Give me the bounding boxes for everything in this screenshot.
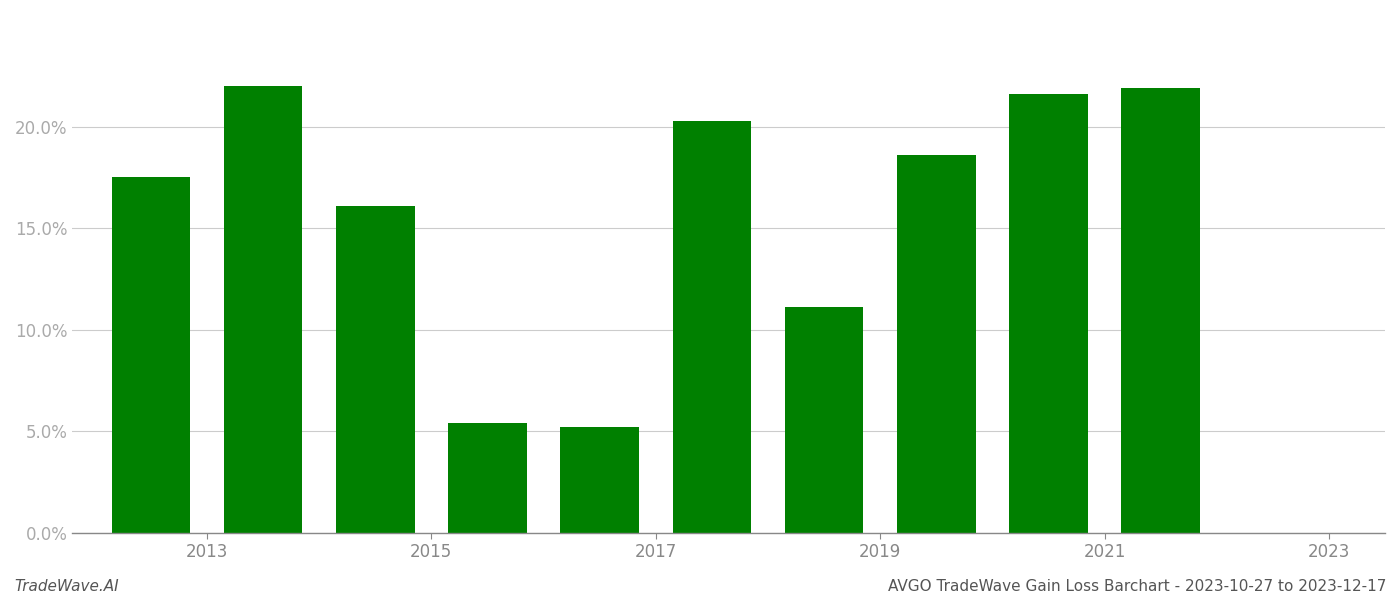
Bar [1121,88,1200,533]
Bar [560,427,638,533]
Bar [672,121,752,533]
Bar [448,423,526,533]
Bar [112,178,190,533]
Bar [336,206,414,533]
Bar [897,155,976,533]
Bar [785,307,864,533]
Bar [1009,94,1088,533]
Text: AVGO TradeWave Gain Loss Barchart - 2023-10-27 to 2023-12-17: AVGO TradeWave Gain Loss Barchart - 2023… [888,579,1386,594]
Text: TradeWave.AI: TradeWave.AI [14,579,119,594]
Bar [224,86,302,533]
